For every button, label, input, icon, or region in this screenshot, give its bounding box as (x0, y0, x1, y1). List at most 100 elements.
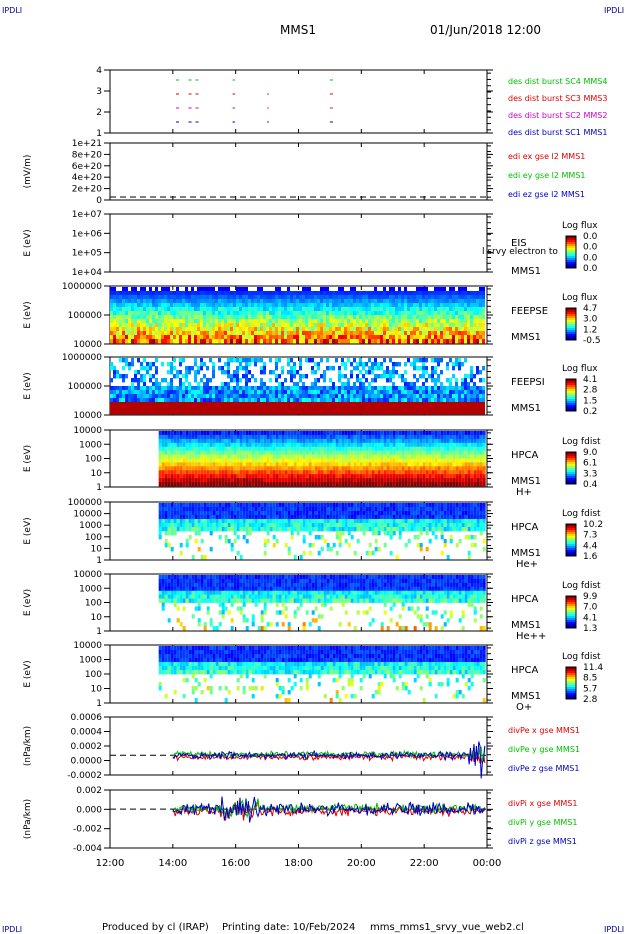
heatmap-cell (233, 466, 237, 471)
heatmap-cell (476, 442, 480, 448)
heatmap-cell (152, 291, 155, 296)
heatmap-cell (245, 315, 248, 320)
heatmap-cell (197, 303, 200, 308)
heatmap-cell (278, 438, 282, 444)
heatmap-cell (176, 303, 179, 308)
heatmap-cell (254, 307, 257, 312)
heatmap-cell (410, 466, 414, 471)
heatmap-cell (365, 323, 368, 328)
heatmap-cell (347, 458, 351, 463)
heatmap-cell (227, 434, 231, 440)
heatmap-cell (227, 362, 230, 367)
heatmap-cell (428, 315, 431, 320)
heatmap-cell (245, 398, 248, 403)
heatmap-cell (308, 299, 311, 304)
heatmap-cell (320, 482, 324, 487)
heatmap-cell (413, 362, 416, 367)
heatmap-cell (323, 386, 326, 391)
heatmap-cell (362, 307, 365, 312)
heatmap-cell (350, 299, 353, 304)
heatmap-cell (206, 434, 210, 440)
heatmap-cell (167, 434, 171, 440)
heatmap-cell (200, 311, 203, 316)
heatmap-cell (371, 406, 374, 411)
heatmap-cell (176, 519, 180, 524)
heatmap-cell (344, 454, 348, 459)
heatmap-cell (143, 382, 146, 387)
heatmap-cell (323, 287, 326, 292)
heatmap-cell (407, 311, 410, 316)
heatmap-cell (155, 370, 158, 375)
colorbar-cell (566, 320, 576, 323)
heatmap-cell (188, 327, 191, 332)
heatmap-cell (416, 470, 420, 475)
heatmap-cell (383, 462, 387, 467)
heatmap-cell (293, 474, 297, 479)
heatmap-cell (380, 374, 383, 379)
heatmap-cell (434, 398, 437, 403)
heatmap-cell (467, 431, 471, 436)
heatmap-cell (437, 390, 440, 395)
heatmap-cell (374, 378, 377, 383)
heatmap-cell (179, 291, 182, 296)
heatmap-cell (317, 319, 320, 324)
heatmap-cell (422, 374, 425, 379)
heatmap-cell (476, 446, 480, 452)
heatmap-cell (440, 462, 444, 467)
heatmap-cell (317, 323, 320, 328)
heatmap-cell (209, 474, 213, 479)
heatmap-cell (269, 431, 273, 436)
heatmap-cell (302, 402, 305, 407)
heatmap-cell (368, 358, 371, 363)
heatmap-cell (113, 327, 116, 332)
heatmap-cell (242, 410, 245, 415)
heatmap-cell (455, 327, 458, 332)
heatmap-cell (479, 474, 483, 479)
heatmap-cell (419, 434, 423, 440)
heatmap-cell (335, 315, 338, 320)
heatmap-cell (173, 319, 176, 324)
heatmap-cell (482, 339, 485, 344)
heatmap-cell (470, 406, 473, 411)
heatmap-cell (380, 450, 384, 455)
heatmap-cell (425, 378, 428, 383)
heatmap-cell (167, 295, 170, 300)
heatmap-cell (275, 323, 278, 328)
panel-frame (109, 142, 488, 201)
heatmap-cell (197, 470, 201, 475)
heatmap-cell (326, 398, 329, 403)
heatmap-cell (275, 327, 278, 332)
heatmap-cell (146, 303, 149, 308)
heatmap-cell (356, 466, 360, 471)
heatmap-cell (275, 458, 279, 463)
heatmap-cell (116, 303, 119, 308)
heatmap-cell (329, 323, 332, 328)
heatmap-cell (296, 478, 300, 483)
heatmap-cell (272, 458, 276, 463)
heatmap-cell (431, 474, 435, 479)
heatmap-cell (410, 410, 413, 415)
heatmap-cell (341, 442, 345, 448)
heatmap-cell (428, 458, 432, 463)
heatmap-cell (374, 327, 377, 332)
heatmap-cell (185, 438, 189, 444)
heatmap-cell (179, 527, 183, 532)
heatmap-cell (125, 402, 128, 407)
heatmap-cell (425, 335, 428, 340)
heatmap-cell (374, 431, 378, 436)
heatmap-cell (206, 394, 209, 399)
heatmap-cell (458, 398, 461, 403)
heatmap-cell (392, 374, 395, 379)
heatmap-cell (419, 450, 423, 455)
heatmap-cell (470, 446, 474, 452)
heatmap-cell (428, 303, 431, 308)
heatmap-cell (215, 410, 218, 415)
heatmap-cell (185, 527, 189, 532)
heatmap-cell (248, 398, 251, 403)
heatmap-cell (155, 327, 158, 332)
heatmap-cell (299, 466, 303, 471)
heatmap-cell (398, 402, 401, 407)
heatmap-cell (281, 339, 284, 344)
heatmap-cell (167, 543, 171, 548)
heatmap-cell (359, 382, 362, 387)
